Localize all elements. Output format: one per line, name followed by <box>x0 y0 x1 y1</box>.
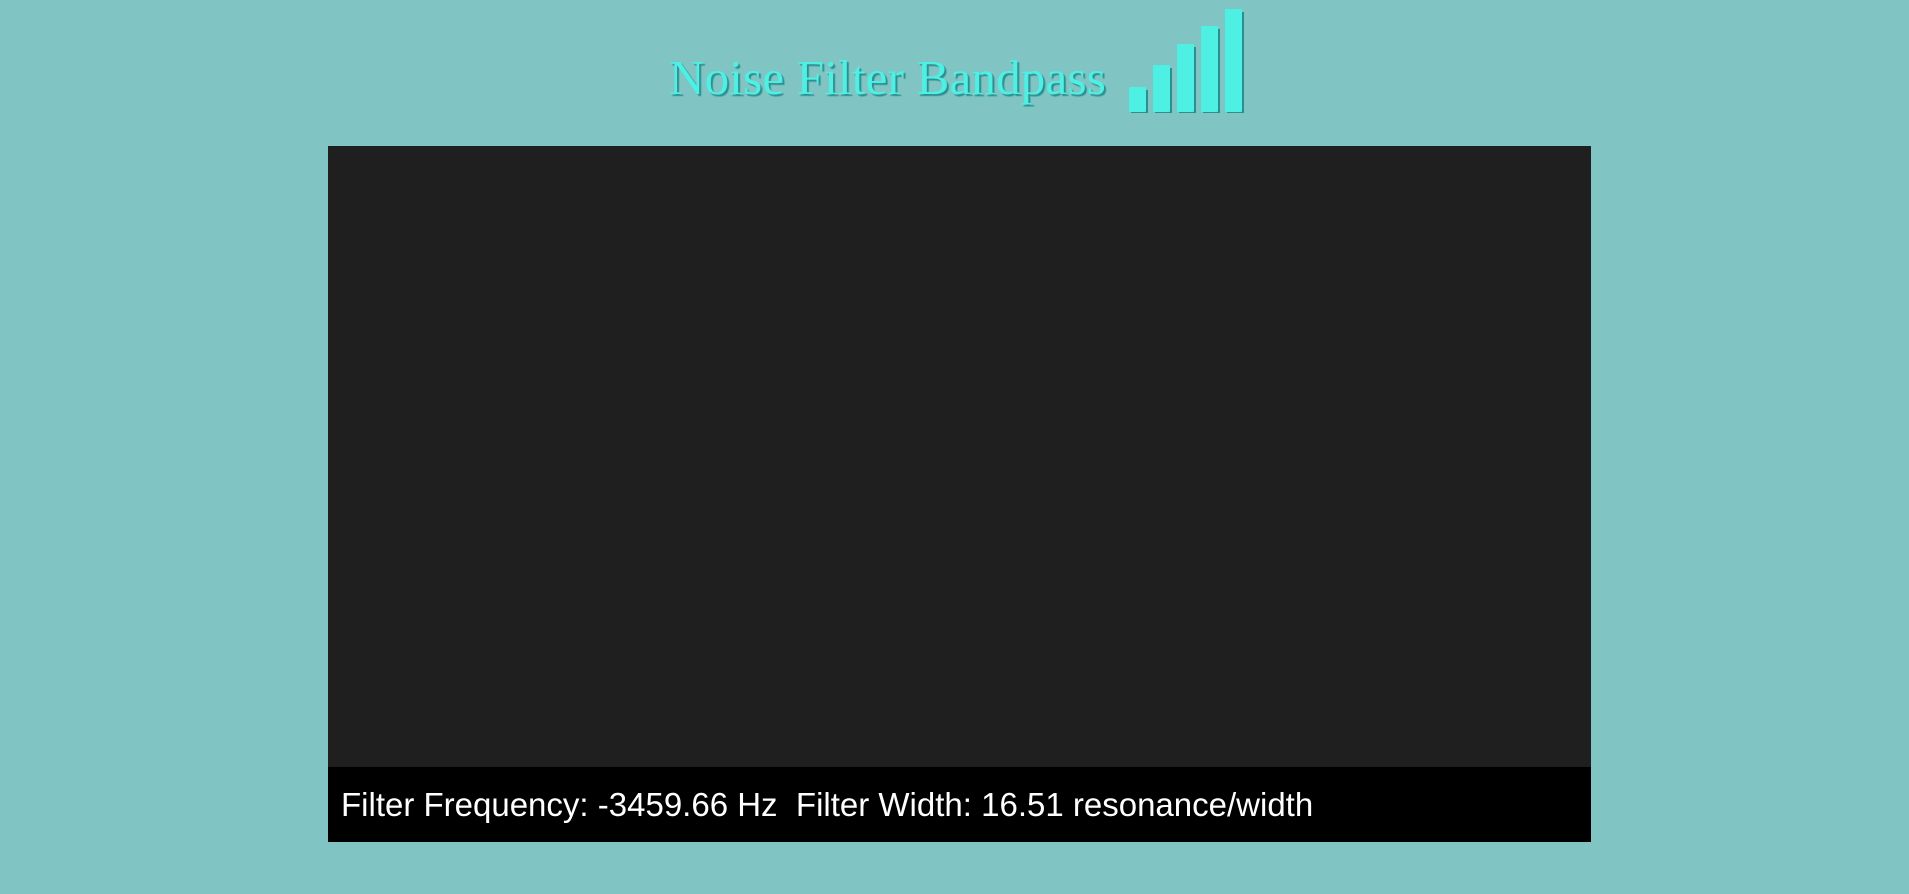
frequency-unit: Hz <box>737 785 778 823</box>
width-value: 16.51 <box>981 785 1064 823</box>
visualizer-panel[interactable]: Filter Frequency: -3459.66 Hz Filter Wid… <box>328 146 1591 842</box>
width-label: Filter Width: <box>795 785 972 823</box>
frequency-label: Filter Frequency: <box>341 785 589 823</box>
status-bar: Filter Frequency: -3459.66 Hz Filter Wid… <box>328 767 1591 842</box>
frequency-value: -3459.66 <box>597 785 729 823</box>
width-unit: resonance/width <box>1072 785 1314 823</box>
page-title: Noise Filter Bandpass <box>669 50 1106 105</box>
frequency-spectrum <box>328 146 1591 768</box>
signal-bars-icon <box>1129 9 1244 113</box>
header: Noise Filter Bandpass <box>0 0 1909 130</box>
status-readout: Filter Frequency: -3459.66 Hz Filter Wid… <box>328 785 1313 825</box>
